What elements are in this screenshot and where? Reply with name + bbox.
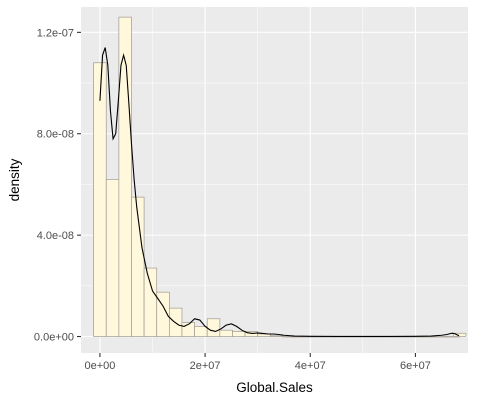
histogram-bar (105, 179, 120, 337)
x-axis-title: Global.Sales (236, 380, 313, 395)
histogram-bar (143, 267, 158, 337)
y-tick-label: 0.0e+00 (34, 332, 74, 344)
y-axis-title: density (7, 158, 22, 201)
histogram-bars (93, 16, 467, 338)
histogram-bar (219, 329, 233, 337)
x-tick-label: 0e+00 (84, 360, 115, 372)
histogram-bar (282, 336, 296, 338)
histogram-bar (131, 196, 145, 337)
histogram-bar (452, 332, 467, 337)
y-axis-ticks: 0.0e+00 4.0e-08 8.0e-08 1.2e-07 (34, 27, 81, 344)
density-curve (99, 47, 460, 337)
y-tick-label: 4.0e-08 (37, 230, 74, 242)
histogram-bar (206, 318, 221, 337)
histogram-bar (269, 335, 284, 337)
x-tick-label: 4e+07 (295, 360, 326, 372)
histogram-bar (194, 326, 208, 337)
x-tick-label: 6e+07 (400, 360, 431, 372)
histogram-bar (433, 336, 448, 338)
histogram-bar (232, 331, 246, 337)
x-axis-ticks: 0e+00 2e+07 4e+07 6e+07 (84, 353, 431, 372)
y-tick-label: 8.0e-08 (37, 129, 74, 141)
x-tick-label: 2e+07 (190, 360, 221, 372)
histogram-bar (93, 62, 107, 337)
y-tick-label: 1.2e-07 (37, 27, 74, 39)
